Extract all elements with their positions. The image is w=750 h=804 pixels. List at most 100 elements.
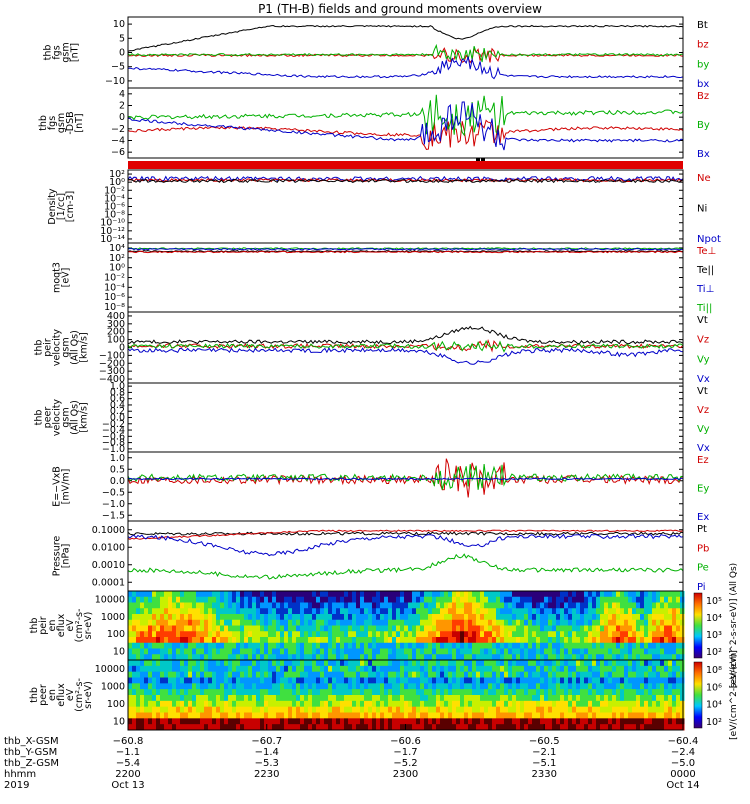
ytick-label: 10	[113, 716, 125, 727]
spectrogram-cell	[348, 625, 353, 632]
trace-Vy	[127, 339, 684, 353]
spectrogram-cell	[588, 683, 593, 690]
spectrogram-cell	[492, 665, 497, 673]
ytick-label: 1000	[101, 681, 125, 692]
spectrogram-cell	[232, 695, 237, 702]
spectrogram-cell	[548, 660, 553, 667]
spectrogram-cell	[672, 619, 677, 626]
spectrogram-cell	[360, 689, 365, 696]
spectrogram-cell	[516, 695, 521, 702]
spectrogram-cell	[320, 591, 325, 598]
spectrogram-cell	[528, 602, 533, 609]
spectrogram-cell	[448, 695, 453, 702]
spectrogram-cell	[276, 724, 281, 731]
spectrogram-cell	[388, 712, 393, 719]
spectrogram-cell	[216, 596, 221, 603]
spectrogram-cell	[516, 700, 521, 708]
spectrogram-cell	[152, 724, 157, 731]
spectrogram-cell	[392, 614, 397, 621]
spectrogram-cell	[424, 706, 429, 713]
spectrogram-cell	[600, 712, 605, 719]
spectrogram-cell	[348, 683, 353, 690]
ytick-label: 10⁻⁴	[104, 282, 125, 293]
spectrogram-cell	[300, 712, 305, 719]
spectrogram-cell	[516, 648, 521, 655]
spectrogram-cell	[572, 683, 577, 690]
legend-label-Vx: Vx	[697, 374, 710, 385]
spectrogram-cell	[172, 724, 177, 731]
spectrogram-cell	[160, 706, 165, 713]
spectrogram-cell	[260, 642, 265, 649]
trace-Bz	[127, 119, 684, 150]
spectrogram-cell	[608, 718, 613, 725]
spectrogram-cell	[128, 614, 133, 621]
spectrogram-cell	[576, 631, 581, 638]
ytick-label: −6	[111, 147, 125, 158]
ylabel-line: [1/cc]	[56, 193, 67, 220]
spectrogram-cell	[564, 660, 569, 667]
spectrogram-cell	[456, 648, 461, 655]
spectrogram-cell	[500, 614, 505, 621]
ytick-label: 10²	[109, 253, 125, 264]
colorbar-tick: 10⁴	[706, 700, 722, 711]
spectrogram-cell	[240, 718, 245, 725]
spectrogram-cell	[456, 625, 461, 632]
spectrogram-cell	[428, 654, 433, 661]
spectrogram-cell	[288, 637, 293, 644]
spectrogram-cell	[236, 619, 241, 626]
spectrogram-cell	[376, 695, 381, 702]
spectrogram-cell	[180, 602, 185, 609]
panel-peir_vel: 4003002001000−100−200−300−400thbpeirvelo…	[34, 311, 710, 385]
spectrogram-cell	[632, 677, 637, 684]
spectrogram-cell	[628, 596, 633, 603]
spectrogram-cell	[600, 614, 605, 621]
spectrogram-cell	[364, 619, 369, 626]
spectrogram-cell	[548, 619, 553, 626]
spectrogram-cell	[176, 591, 181, 598]
spectrogram-cell	[552, 660, 557, 667]
spectrogram-cell	[444, 724, 449, 731]
spectrogram-cell	[648, 591, 653, 598]
spectrogram-cell	[500, 660, 505, 667]
spectrogram-cell	[668, 602, 673, 609]
spectrogram-cell	[172, 712, 177, 719]
spectrogram-cell	[228, 712, 233, 719]
spectrogram-cell	[172, 596, 177, 603]
spectrogram-cell	[280, 602, 285, 609]
ylabel-line: eV	[65, 688, 76, 701]
spectrogram-cell	[576, 660, 581, 667]
spectrogram-cell	[484, 695, 489, 702]
ylabel-line: sr-eV)	[83, 612, 94, 640]
spectrogram-cell	[356, 642, 361, 649]
spectrogram-cell	[580, 677, 585, 684]
spectrogram-cell	[332, 614, 337, 621]
spectrogram-cell	[332, 596, 337, 603]
spectrogram-cell	[400, 695, 405, 702]
spectrogram-cell	[680, 602, 685, 609]
spectrogram-cell	[248, 718, 253, 725]
spectrogram-cell	[292, 724, 297, 731]
spectrogram-cell	[328, 712, 333, 719]
spectrogram-cell	[244, 718, 249, 725]
spectrogram-cell	[620, 671, 625, 678]
spectrogram-cell	[276, 706, 281, 713]
spectrogram-cell	[380, 718, 385, 725]
spectrogram-cell	[392, 660, 397, 667]
spectrogram-cell	[512, 654, 517, 661]
spectrogram-cell	[328, 700, 333, 708]
spectrogram-cell	[160, 648, 165, 655]
spectrogram-cell	[672, 648, 677, 655]
spectrogram-cell	[476, 706, 481, 713]
spectrogram-cell	[208, 642, 213, 649]
spectrogram-cell	[436, 619, 441, 626]
spectrogram-cell	[504, 700, 509, 708]
spectrogram-cell	[128, 712, 133, 719]
spectrogram-cell	[248, 625, 253, 632]
ytick-label: 100	[107, 335, 125, 346]
spectrogram-cell	[220, 695, 225, 702]
spectrogram-cell	[680, 591, 685, 598]
ylabel-line: [km/s]	[79, 402, 90, 432]
spectrogram-cell	[536, 614, 541, 621]
spectrogram-cell	[616, 614, 621, 621]
spectrogram-cell	[288, 654, 293, 661]
